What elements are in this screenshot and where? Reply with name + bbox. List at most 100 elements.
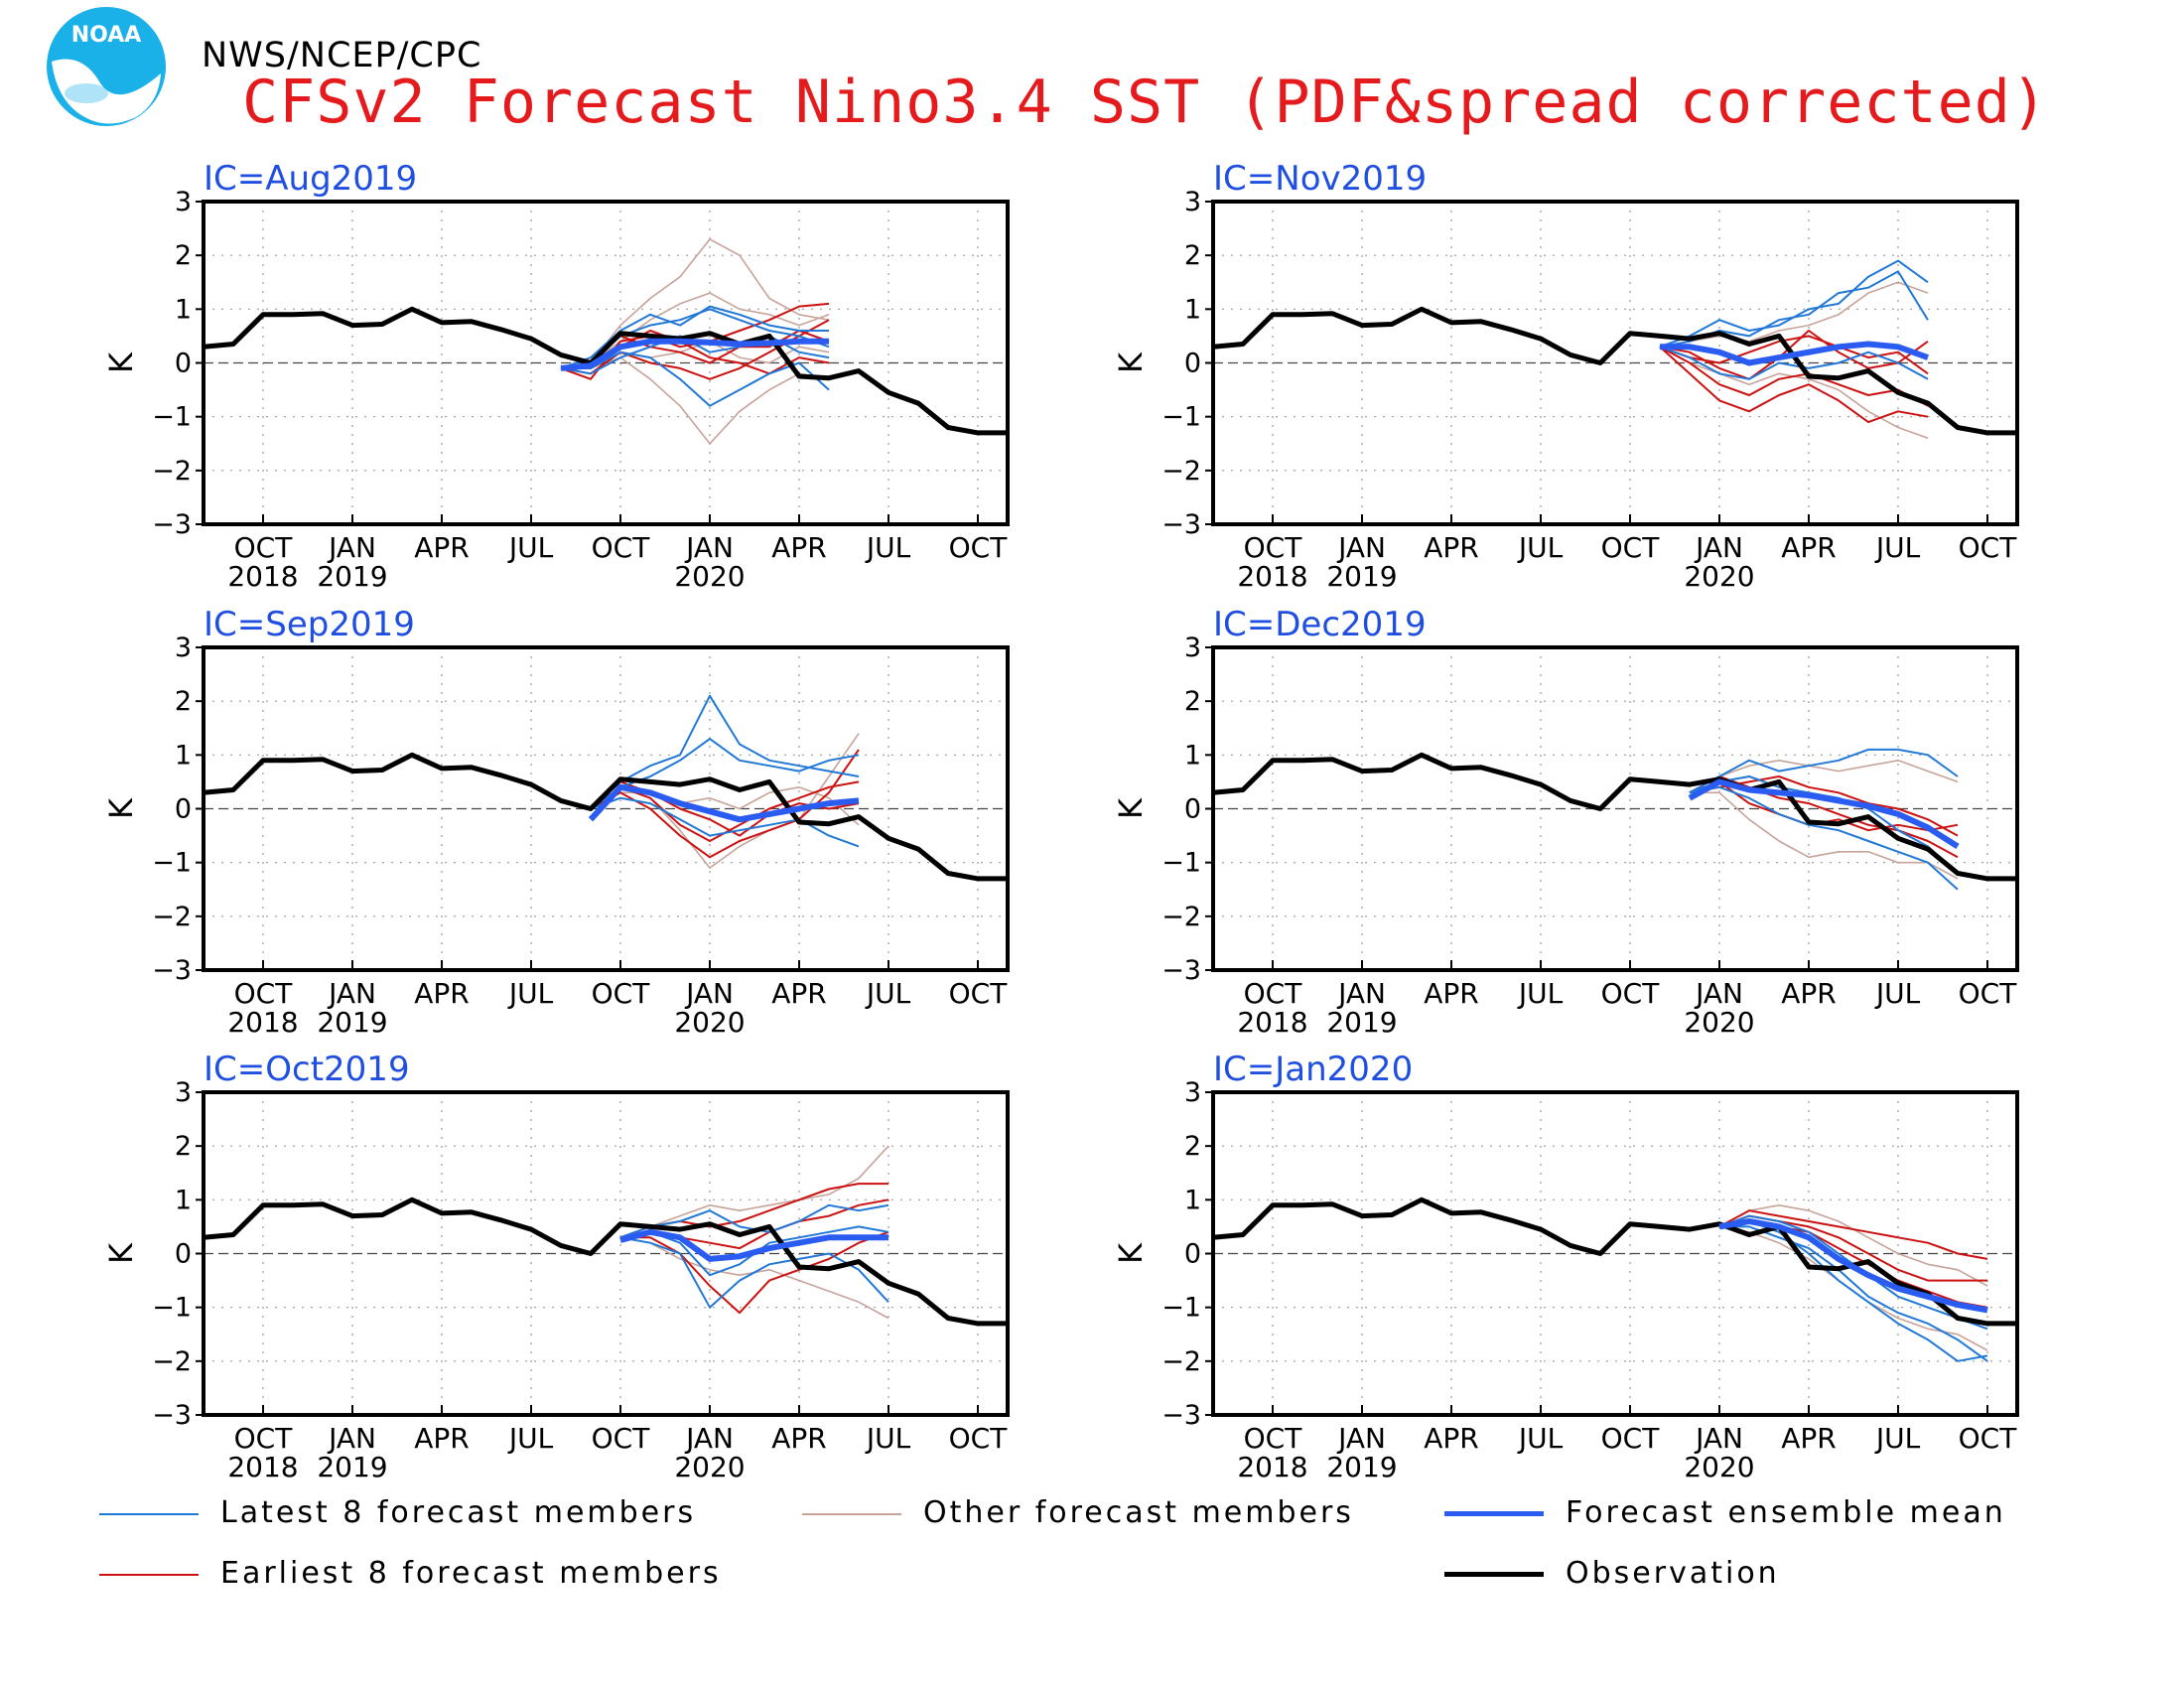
noaa-logo: NOAA	[47, 7, 166, 126]
x-tick-year-label: 2020	[1684, 1451, 1754, 1483]
legend-other-swatch	[802, 1513, 901, 1515]
y-tick-label: 3	[1184, 633, 1201, 663]
x-tick-label: JUL	[1517, 531, 1564, 564]
latest-member-line	[560, 305, 829, 369]
x-tick-year-label: 2020	[1684, 560, 1754, 593]
y-axis-label: K	[102, 352, 140, 373]
legend-mean-swatch	[1444, 1511, 1544, 1516]
latest-member-line	[1689, 785, 1959, 891]
x-tick-label: OCT	[1244, 531, 1303, 564]
y-tick-label: 1	[175, 1185, 192, 1215]
panel-title: IC=Sep2019	[204, 605, 415, 644]
x-tick-year-label: 2020	[674, 560, 745, 593]
x-tick-label: OCT	[592, 531, 651, 564]
x-tick-label: OCT	[949, 531, 1009, 564]
y-tick-label: −3	[1161, 509, 1201, 540]
y-tick-label: 3	[175, 633, 192, 663]
latest-member-line	[1718, 1220, 1988, 1362]
y-tick-label: −2	[152, 456, 192, 487]
x-tick-label: APR	[414, 1422, 470, 1455]
x-tick-label: JAN	[1336, 977, 1386, 1010]
x-tick-label: OCT	[1601, 1422, 1661, 1455]
y-tick-label: −2	[1161, 456, 1201, 487]
y-tick-label: 1	[1184, 740, 1201, 771]
y-axis-label: K	[102, 1242, 140, 1264]
x-tick-year-label: 2020	[674, 1006, 745, 1039]
y-tick-label: −2	[152, 1346, 192, 1377]
y-tick-label: −3	[152, 509, 192, 540]
y-tick-label: 3	[175, 1077, 192, 1108]
panel-title: IC=Oct2019	[204, 1050, 410, 1089]
ensemble-mean-line	[619, 1228, 888, 1262]
other-member-line	[619, 1145, 889, 1239]
x-tick-label: OCT	[234, 1422, 294, 1455]
x-tick-label: JUL	[1874, 977, 1921, 1010]
y-tick-label: −1	[1161, 402, 1201, 433]
y-axis-label: K	[1112, 352, 1150, 373]
x-tick-label: APR	[1424, 531, 1479, 564]
y-tick-label: 0	[175, 794, 192, 825]
y-tick-label: −1	[152, 402, 192, 433]
latest-member-line	[590, 694, 860, 810]
x-tick-label: OCT	[1601, 531, 1661, 564]
y-tick-label: 2	[175, 686, 192, 717]
y-tick-label: −3	[152, 1400, 192, 1431]
y-tick-label: −2	[1161, 1346, 1201, 1377]
y-tick-label: 2	[1184, 1131, 1201, 1162]
ensemble-mean-line	[1688, 778, 1960, 849]
x-tick-label: JUL	[865, 531, 911, 564]
latest-member-line	[1719, 1225, 1988, 1362]
ensemble-mean-line	[560, 338, 829, 371]
x-tick-label: OCT	[592, 977, 651, 1010]
x-tick-label: JUL	[1874, 1422, 1921, 1455]
y-tick-label: 0	[1184, 1239, 1201, 1270]
earliest-member-line	[1659, 330, 1929, 380]
x-tick-year-label: 2019	[317, 560, 387, 593]
ensemble-mean-line	[588, 783, 860, 823]
x-tick-label: JAN	[684, 531, 734, 564]
x-tick-label: APR	[1781, 531, 1837, 564]
x-tick-year-label: 2020	[1684, 1006, 1754, 1039]
earliest-member-line	[1718, 1209, 1988, 1260]
y-tick-label: 1	[1184, 294, 1201, 325]
x-tick-year-label: 2019	[317, 1451, 387, 1483]
x-tick-label: APR	[771, 1422, 827, 1455]
x-tick-year-label: 2018	[1237, 560, 1307, 593]
legend-earliest-swatch	[99, 1574, 199, 1576]
x-tick-label: JAN	[1336, 1422, 1386, 1455]
observation-line	[203, 752, 1008, 882]
ensemble-mean-line	[1660, 341, 1930, 366]
latest-member-line	[1689, 748, 1959, 794]
x-tick-label: OCT	[592, 1422, 651, 1455]
x-tick-label: JUL	[1517, 1422, 1564, 1455]
legend-mean-label: Forecast ensemble mean	[1566, 1495, 2006, 1530]
legend-latest-swatch	[99, 1513, 199, 1515]
y-tick-label: 0	[175, 1239, 192, 1270]
y-tick-label: 0	[1184, 349, 1201, 379]
x-tick-label: JUL	[507, 531, 554, 564]
x-tick-label: APR	[1424, 1422, 1479, 1455]
x-tick-label: APR	[1424, 977, 1479, 1010]
x-tick-label: OCT	[1959, 1422, 2018, 1455]
x-tick-label: JUL	[507, 977, 554, 1010]
x-tick-year-label: 2018	[227, 1006, 298, 1039]
x-tick-label: JUL	[1517, 977, 1564, 1010]
x-tick-label: JUL	[865, 1422, 911, 1455]
panel-title: IC=Nov2019	[1213, 159, 1427, 199]
observation-line	[1212, 752, 2017, 882]
y-tick-label: −1	[1161, 1293, 1201, 1324]
y-tick-label: 1	[175, 740, 192, 771]
x-tick-label: JUL	[1874, 531, 1921, 564]
y-tick-label: 3	[1184, 1077, 1201, 1108]
x-tick-label: APR	[771, 531, 827, 564]
legend-observation-label: Observation	[1566, 1556, 1780, 1591]
x-tick-label: APR	[771, 977, 827, 1010]
x-tick-label: APR	[414, 977, 470, 1010]
latest-member-line	[619, 1236, 889, 1309]
